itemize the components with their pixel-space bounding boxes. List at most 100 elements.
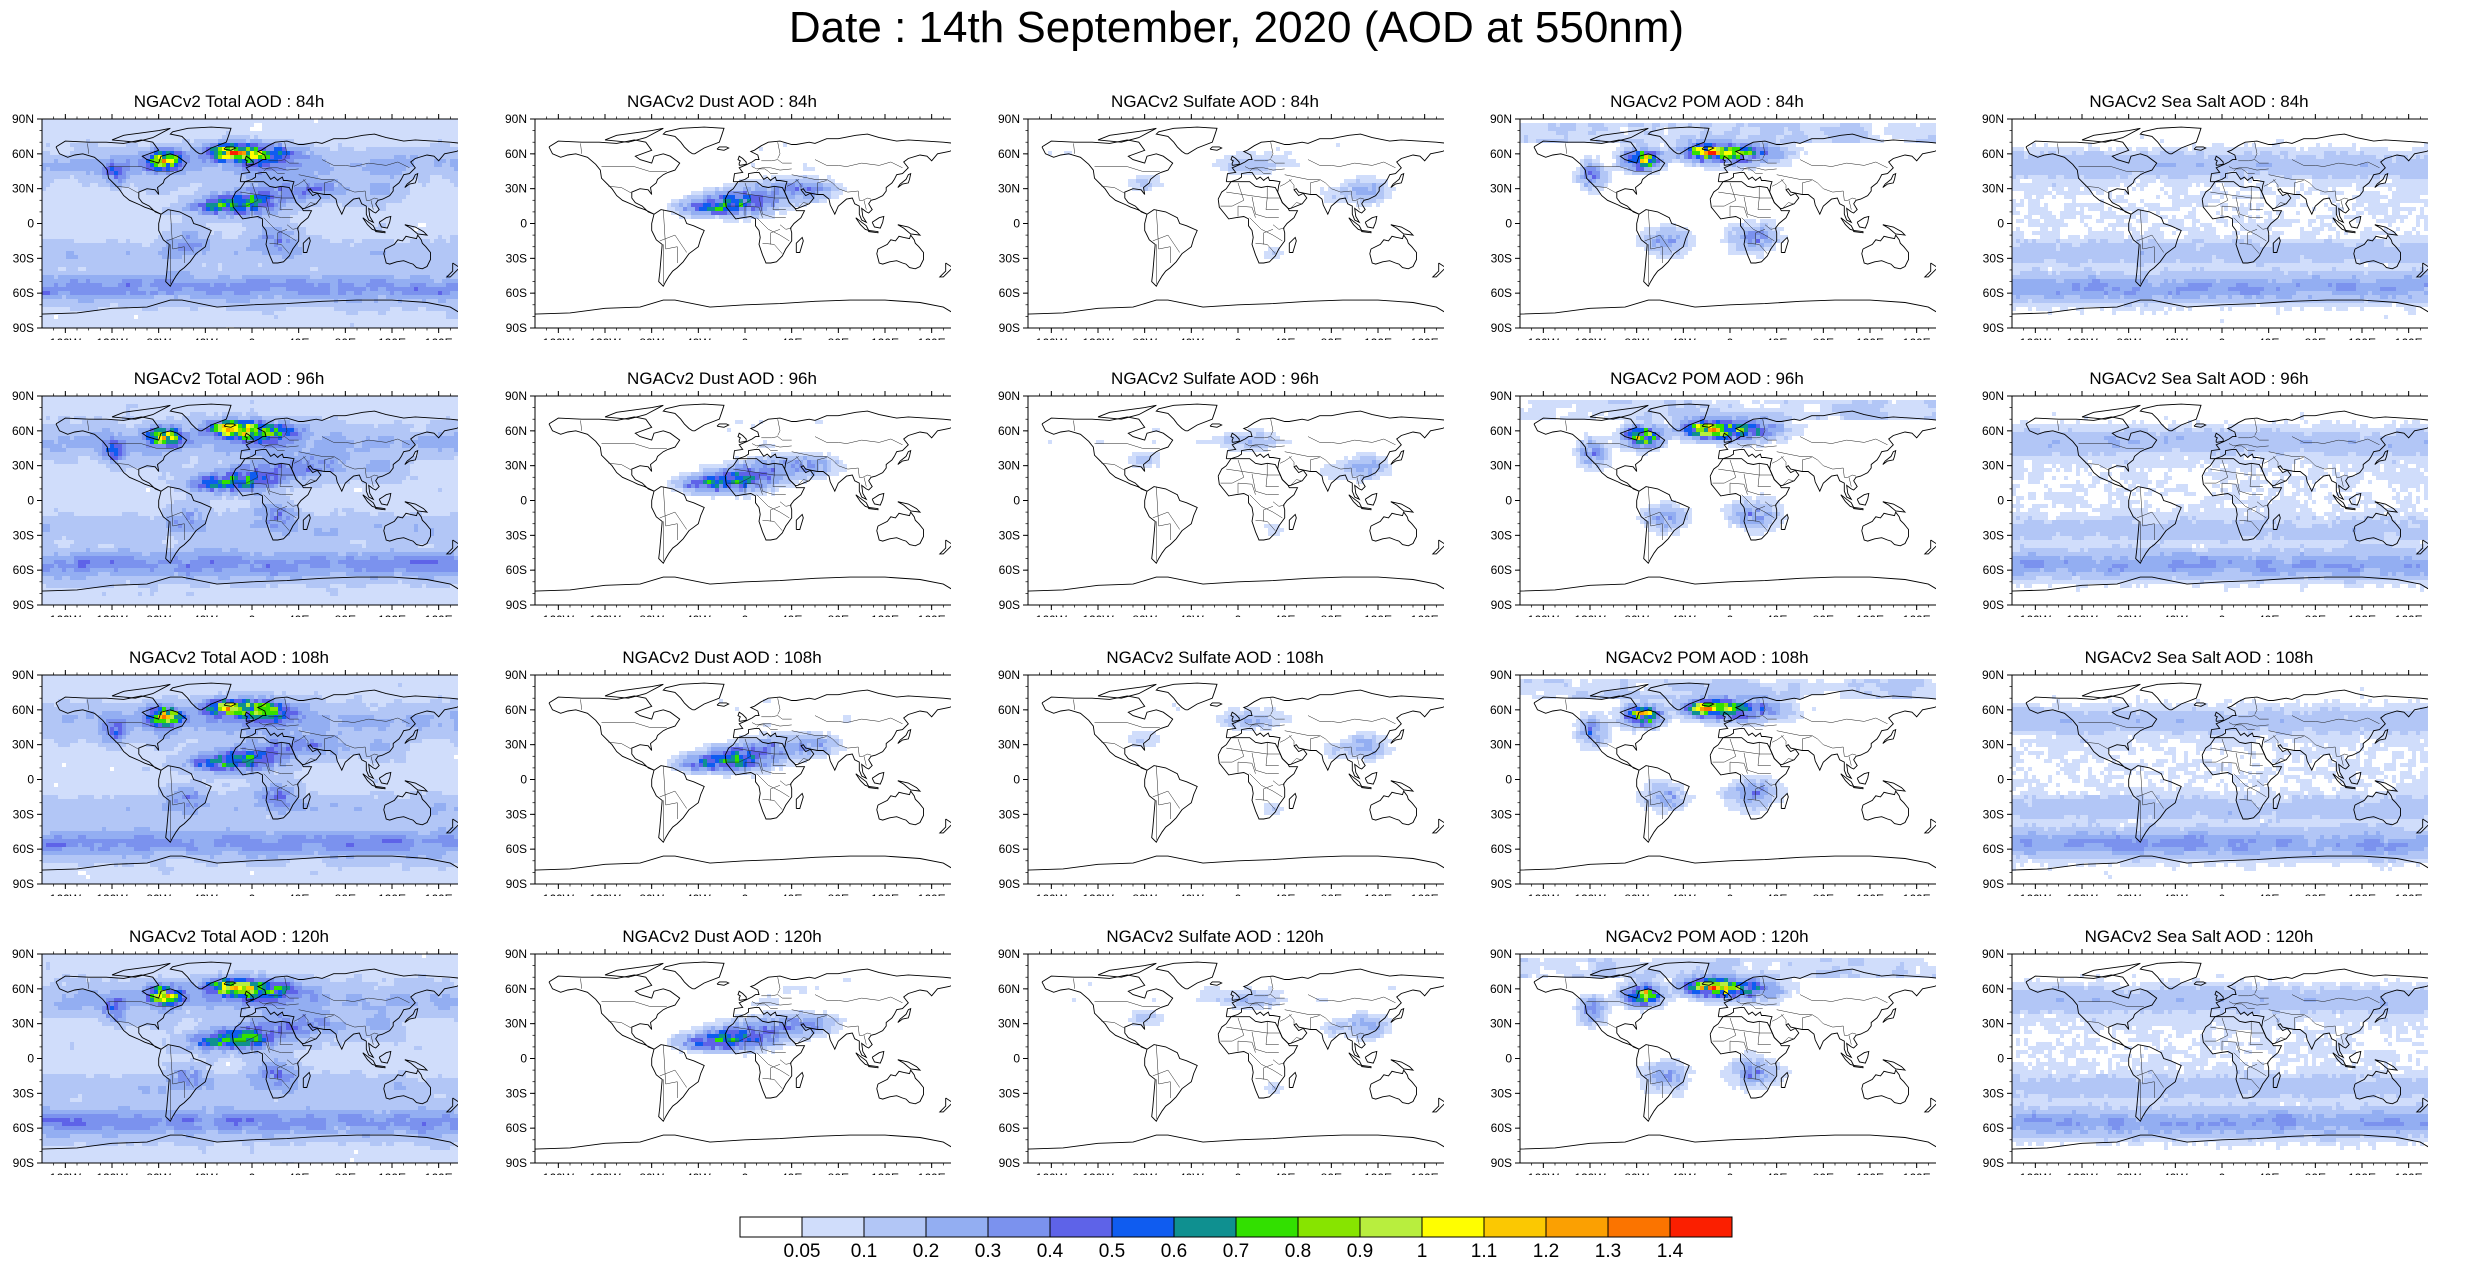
country-border <box>1817 738 1844 749</box>
coastline <box>383 234 431 270</box>
country-border <box>1356 200 1360 210</box>
coastline <box>795 513 804 530</box>
lon-tick-label: 80E <box>1321 613 1342 617</box>
country-border <box>2239 798 2260 810</box>
country-border <box>108 166 174 172</box>
aod-field <box>1028 119 1444 328</box>
coastline <box>169 126 232 155</box>
country-border <box>1729 761 1748 774</box>
coastline <box>1369 511 1417 547</box>
country-border <box>1817 1017 1844 1028</box>
lon-tick-label: 80W <box>639 336 664 340</box>
lat-tick-label: 30S <box>1491 251 1512 265</box>
country-border <box>2291 159 2324 167</box>
coastline <box>1390 1007 1405 1023</box>
coastline <box>795 1071 804 1088</box>
aod-field <box>1028 396 1444 605</box>
coastline <box>223 423 237 428</box>
coastline <box>724 458 806 541</box>
coastline <box>2209 133 2428 224</box>
country-border <box>1350 467 1365 478</box>
country-border <box>2085 463 2109 471</box>
coastline <box>1028 576 1444 592</box>
country-border <box>370 477 374 487</box>
country-border <box>1284 451 1326 461</box>
lat-tick-label: 0 <box>27 773 34 787</box>
country-border <box>293 735 306 743</box>
lon-tick-label: 40E <box>1274 892 1295 896</box>
coastline <box>223 146 237 151</box>
country-border <box>2078 166 2144 172</box>
country-border <box>304 758 317 765</box>
country-border <box>770 229 781 245</box>
coastline <box>2081 683 2141 699</box>
colorbar-swatch <box>1297 1216 1361 1238</box>
panel-title: NGACv2 Dust AOD : 84h <box>493 90 951 114</box>
map-graphic: 90N 60N 30N 0 30S 60S 90S 160W 120W 80W 40W 0 40E 80E… <box>505 947 951 1175</box>
coastline <box>404 1059 429 1071</box>
country-border <box>1586 722 1652 728</box>
country-border <box>1279 735 1292 743</box>
country-border <box>2254 698 2258 715</box>
country-border <box>1325 1017 1352 1028</box>
lon-tick-label: 80E <box>1321 892 1342 896</box>
panel-title: NGACv2 Sea Salt AOD : 96h <box>1970 367 2428 391</box>
lon-tick-label: 160W <box>1036 613 1068 617</box>
coastline <box>2012 1134 2428 1150</box>
coastline <box>231 458 313 541</box>
country-border <box>659 234 687 253</box>
country-border <box>234 738 259 763</box>
map-panel-dust-108h: NGACv2 Dust AOD : 108h 90N 60N 30N 0 30S 60S 90… <box>493 646 951 896</box>
lon-tick-label: 40W <box>1179 336 1204 340</box>
lat-tick-label: 60S <box>999 563 1020 577</box>
lon-tick-label: 0 <box>1727 1171 1734 1175</box>
country-border <box>2204 738 2229 763</box>
lat-tick-label: 90N <box>1490 947 1512 961</box>
coastline <box>1589 962 1649 978</box>
country-border <box>758 473 786 495</box>
lat-tick-label: 0 <box>1013 217 1020 231</box>
country-border <box>251 1040 270 1053</box>
country-border <box>1255 1077 1276 1089</box>
country-border <box>2256 1059 2269 1065</box>
panel-title: NGACv2 Sulfate AOD : 96h <box>986 367 1444 391</box>
coastline <box>1853 786 1864 790</box>
country-border <box>1350 1025 1365 1036</box>
coastline <box>2128 209 2182 287</box>
country-border <box>1776 451 1818 461</box>
lon-tick-label: 0 <box>1235 1171 1242 1175</box>
map-graphic: 90N 60N 30N 0 30S 60S 90S 160W 120W 80W 40W 0 40E 80E… <box>1490 668 1936 896</box>
country-border <box>2140 765 2155 819</box>
country-border <box>1272 780 1285 786</box>
coastline <box>2345 1065 2356 1069</box>
country-border <box>263 217 297 242</box>
lon-tick-label: 120E <box>1856 892 1884 896</box>
country-border <box>269 1077 290 1089</box>
coastline <box>1390 728 1405 744</box>
country-border <box>857 746 872 757</box>
lon-tick-label: 40E <box>288 613 309 617</box>
lat-tick-label: 30S <box>1983 251 2004 265</box>
lon-tick-label: 120E <box>871 1171 899 1175</box>
coastline <box>1364 492 1378 506</box>
country-border <box>601 1001 667 1007</box>
coastline <box>2209 689 2428 780</box>
coastline <box>732 689 951 780</box>
country-border <box>1842 746 1857 757</box>
lat-tick-label: 0 <box>1505 773 1512 787</box>
lat-tick-label: 60N <box>505 982 527 996</box>
lat-tick-label: 60S <box>1491 286 1512 300</box>
country-border <box>1565 420 1567 431</box>
lon-tick-label: 120E <box>1856 1171 1884 1175</box>
coastline <box>1923 1097 1936 1113</box>
country-border <box>2274 1037 2287 1044</box>
country-border <box>762 1077 783 1089</box>
coastline <box>876 234 924 270</box>
coastline <box>1361 1065 1372 1069</box>
coastline <box>2193 423 2207 428</box>
coastline <box>1701 146 1715 151</box>
coastline <box>404 501 429 513</box>
lat-tick-label: 0 <box>27 494 34 508</box>
coastline <box>871 771 885 785</box>
lat-tick-label: 30S <box>506 251 527 265</box>
